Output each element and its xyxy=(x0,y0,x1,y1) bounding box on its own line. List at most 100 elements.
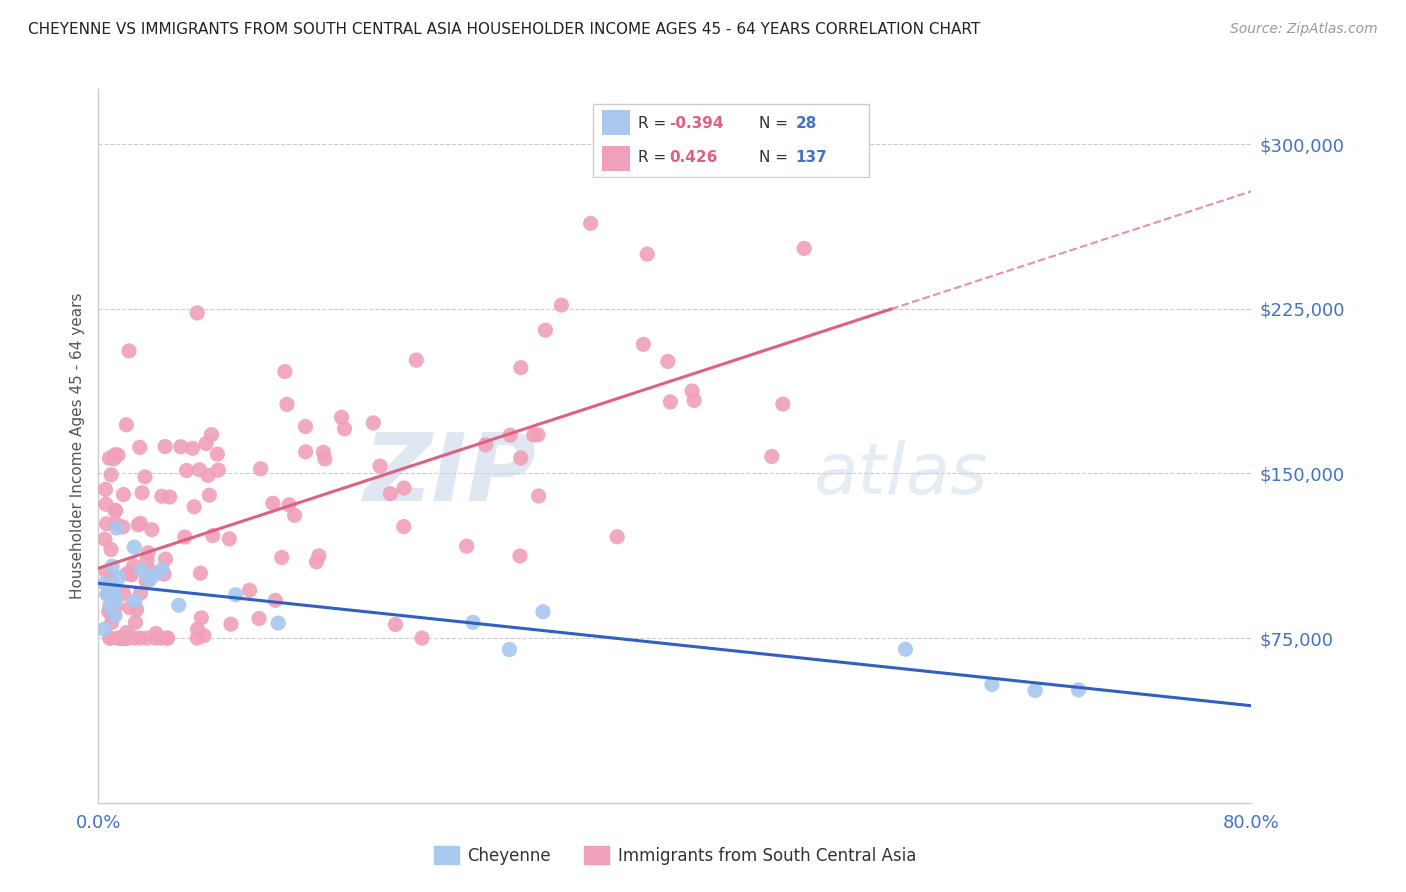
Point xyxy=(138,573,160,587)
Point xyxy=(145,567,167,582)
Point xyxy=(101,559,124,574)
Point xyxy=(636,247,658,261)
Point xyxy=(107,448,129,462)
Point xyxy=(312,445,335,459)
Point xyxy=(100,615,122,630)
Text: -0.394: -0.394 xyxy=(669,116,724,130)
Point xyxy=(122,540,145,554)
Point xyxy=(94,497,117,511)
Point xyxy=(103,585,125,599)
Point xyxy=(167,598,190,612)
Point xyxy=(1024,683,1046,698)
Point xyxy=(190,566,212,581)
Point xyxy=(131,485,153,500)
Point xyxy=(94,533,117,547)
Point xyxy=(104,503,127,517)
Point xyxy=(225,588,247,602)
Point xyxy=(104,594,127,608)
Point xyxy=(523,428,546,442)
Point xyxy=(124,594,146,608)
Point xyxy=(659,395,682,409)
Point xyxy=(104,608,127,623)
Point xyxy=(249,462,271,476)
Point xyxy=(100,467,122,482)
Point xyxy=(120,566,142,580)
Point xyxy=(96,565,118,579)
Point xyxy=(129,516,152,531)
Point xyxy=(112,586,135,600)
Point xyxy=(155,552,177,566)
Point xyxy=(98,631,121,645)
Point xyxy=(550,298,572,312)
Point xyxy=(127,517,149,532)
Text: 0.426: 0.426 xyxy=(669,151,717,165)
Text: R =: R = xyxy=(638,116,672,130)
Point xyxy=(294,445,316,459)
Point xyxy=(330,410,353,425)
Legend: Cheyenne, Immigrants from South Central Asia: Cheyenne, Immigrants from South Central … xyxy=(426,838,924,873)
Point xyxy=(131,563,153,577)
Point xyxy=(128,440,150,454)
Point xyxy=(267,616,290,631)
Point xyxy=(97,604,120,618)
Point xyxy=(136,553,159,567)
Point xyxy=(153,567,176,582)
Point xyxy=(392,481,415,495)
Point xyxy=(681,384,703,398)
Point xyxy=(1067,682,1090,697)
Point xyxy=(461,615,484,630)
Point xyxy=(278,498,301,512)
Point xyxy=(159,490,181,504)
Point xyxy=(683,393,706,408)
Y-axis label: Householder Income Ages 45 - 64 years: Householder Income Ages 45 - 64 years xyxy=(69,293,84,599)
Point xyxy=(200,427,222,442)
Text: R =: R = xyxy=(638,151,672,165)
Point xyxy=(894,642,917,657)
Point xyxy=(197,468,219,483)
Point xyxy=(118,343,141,358)
Point xyxy=(264,593,287,607)
Point xyxy=(186,631,208,645)
Point xyxy=(218,532,240,546)
Point xyxy=(531,605,554,619)
Point xyxy=(188,463,211,477)
Point xyxy=(276,397,298,411)
Point xyxy=(262,496,284,510)
Point xyxy=(122,558,145,573)
Point xyxy=(136,631,159,645)
Point xyxy=(368,458,391,473)
Point xyxy=(509,450,531,465)
Text: 137: 137 xyxy=(796,151,828,165)
Point xyxy=(981,677,1004,691)
Point xyxy=(183,500,205,514)
Point xyxy=(772,397,794,411)
Point xyxy=(105,521,128,535)
Point xyxy=(103,451,125,466)
Point xyxy=(100,573,122,587)
Point xyxy=(247,611,270,625)
Point xyxy=(498,642,520,657)
Text: Source: ZipAtlas.com: Source: ZipAtlas.com xyxy=(1230,22,1378,37)
Point xyxy=(136,546,159,560)
Point xyxy=(110,631,132,645)
Point xyxy=(308,549,330,563)
Point xyxy=(145,626,167,640)
Point xyxy=(219,617,242,632)
Point xyxy=(124,631,146,645)
Point xyxy=(139,564,162,578)
Point xyxy=(115,631,138,645)
Point xyxy=(101,581,124,595)
Point xyxy=(104,599,127,614)
Point xyxy=(499,428,522,442)
Point xyxy=(114,631,136,645)
Point xyxy=(107,571,129,585)
Point xyxy=(156,631,179,645)
Point xyxy=(129,586,152,600)
Point xyxy=(606,530,628,544)
Point xyxy=(239,583,262,598)
Point xyxy=(111,520,134,534)
Point xyxy=(98,599,121,613)
Point xyxy=(94,483,117,497)
Point xyxy=(527,427,550,442)
Point xyxy=(363,416,385,430)
